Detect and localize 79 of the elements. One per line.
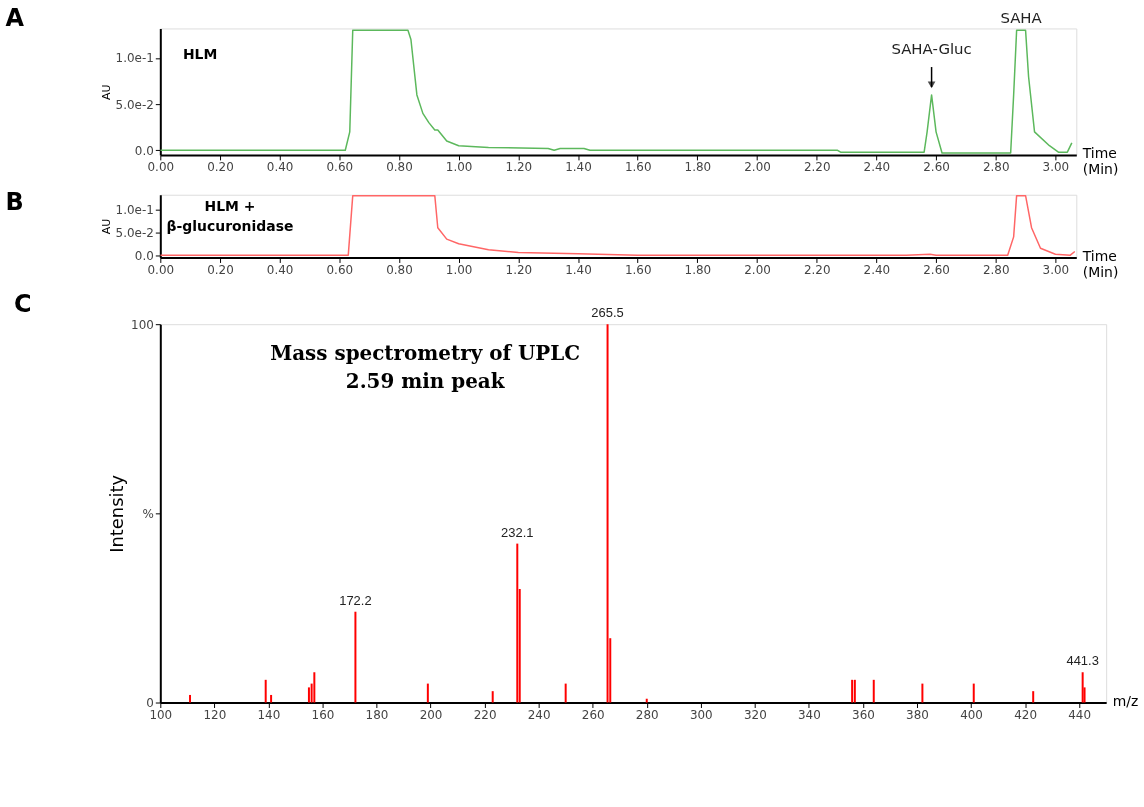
x-axis-title: m/z [1112, 693, 1139, 710]
y-tick-label: 100 [131, 317, 154, 332]
annotation: HLM + β-glucuronidase [166, 197, 294, 234]
x-tick-label: 1.40 [565, 262, 592, 277]
y-axis-title: Intensity [106, 474, 128, 553]
chart-title: B [5, 187, 24, 216]
annotation: HLM [182, 46, 218, 63]
x-tick-label: 2.80 [982, 160, 1010, 175]
y-tick-label: 1.0e-1 [115, 202, 154, 217]
annotation: 265.5 [591, 305, 624, 321]
annotation: SAHA [1000, 9, 1043, 28]
x-tick-label: 400 [960, 707, 983, 722]
x-tick-label: 360 [852, 707, 875, 722]
x-tick-label: 0.40 [266, 262, 294, 277]
x-tick-label: 2.00 [744, 262, 771, 277]
x-tick-label: 1.80 [684, 262, 712, 277]
x-tick-label: 1.60 [624, 262, 652, 277]
y-axis-title: AU [99, 218, 113, 235]
x-tick-label: 1.20 [505, 262, 533, 277]
x-tick-label: 160 [311, 707, 335, 722]
annotation: 232.1 [501, 524, 534, 540]
annotation: 172.2 [339, 592, 372, 608]
annotation: Mass spectrometry of UPLC 2.59 min peak [270, 341, 581, 393]
annotation: 441.3 [1066, 653, 1099, 669]
chart-title: A [5, 4, 25, 33]
x-tick-label: 2.40 [863, 160, 891, 175]
x-tick-label: 1.20 [505, 160, 533, 175]
annotation: SAHA-Gluc [891, 40, 972, 59]
x-tick-label: 2.60 [923, 160, 950, 175]
chart-title: C [14, 290, 32, 319]
x-tick-label: 180 [365, 707, 389, 722]
x-tick-label: 1.60 [624, 160, 652, 175]
bar [564, 683, 567, 703]
x-axis-title: Time (Min) [1081, 145, 1119, 178]
x-tick-label: 0.20 [207, 262, 234, 277]
x-tick-label: 140 [257, 707, 281, 722]
line-series [160, 29, 1073, 154]
x-tick-label: 3.00 [1042, 160, 1070, 175]
x-tick-label: 120 [203, 707, 227, 722]
y-axis-title: AU [99, 84, 113, 100]
x-tick-label: 2.80 [982, 262, 1010, 277]
x-tick-label: 2.60 [923, 262, 950, 277]
x-tick-label: 3.00 [1042, 262, 1070, 277]
x-tick-label: 0.80 [386, 160, 413, 175]
x-tick-label: 440 [1068, 707, 1092, 722]
x-tick-label: 200 [419, 707, 443, 722]
x-tick-label: 0.80 [386, 262, 413, 277]
y-tick-label: 0.0 [134, 143, 154, 158]
x-tick-label: 0.60 [326, 262, 354, 277]
x-axis-title: Time (Min) [1081, 247, 1119, 280]
y-tick-label: 5.0e-2 [115, 225, 154, 240]
y-tick-label: 5.0e-2 [115, 97, 154, 112]
x-tick-label: 1.40 [565, 160, 592, 175]
y-tick-label: 1.0e-1 [115, 51, 154, 66]
x-tick-label: 220 [473, 707, 497, 722]
y-tick-label: % [142, 506, 154, 521]
x-tick-label: 1.80 [684, 160, 712, 175]
x-tick-label: 1.00 [445, 262, 473, 277]
bar [313, 672, 316, 703]
x-tick-label: 380 [906, 707, 929, 722]
x-tick-label: 0.60 [326, 160, 354, 175]
x-tick-label: 260 [581, 707, 605, 722]
x-tick-label: 0.20 [207, 160, 234, 175]
x-tick-label: 2.40 [863, 262, 891, 277]
x-tick-label: 2.20 [803, 160, 831, 175]
x-tick-label: 320 [743, 707, 767, 722]
x-tick-label: 280 [635, 707, 659, 722]
x-tick-label: 0.00 [147, 160, 175, 175]
x-tick-label: 340 [797, 707, 821, 722]
x-tick-label: 1.00 [445, 160, 473, 175]
x-tick-label: 300 [689, 707, 713, 722]
x-tick-label: 240 [527, 707, 551, 722]
x-tick-label: 0.40 [266, 160, 294, 175]
x-tick-label: 420 [1014, 707, 1037, 722]
x-tick-label: 2.00 [744, 160, 771, 175]
x-tick-label: 0.00 [147, 262, 175, 277]
y-tick-label: 0 [146, 696, 154, 710]
x-tick-label: 2.20 [803, 262, 831, 277]
y-tick-label: 0.0 [134, 248, 154, 263]
